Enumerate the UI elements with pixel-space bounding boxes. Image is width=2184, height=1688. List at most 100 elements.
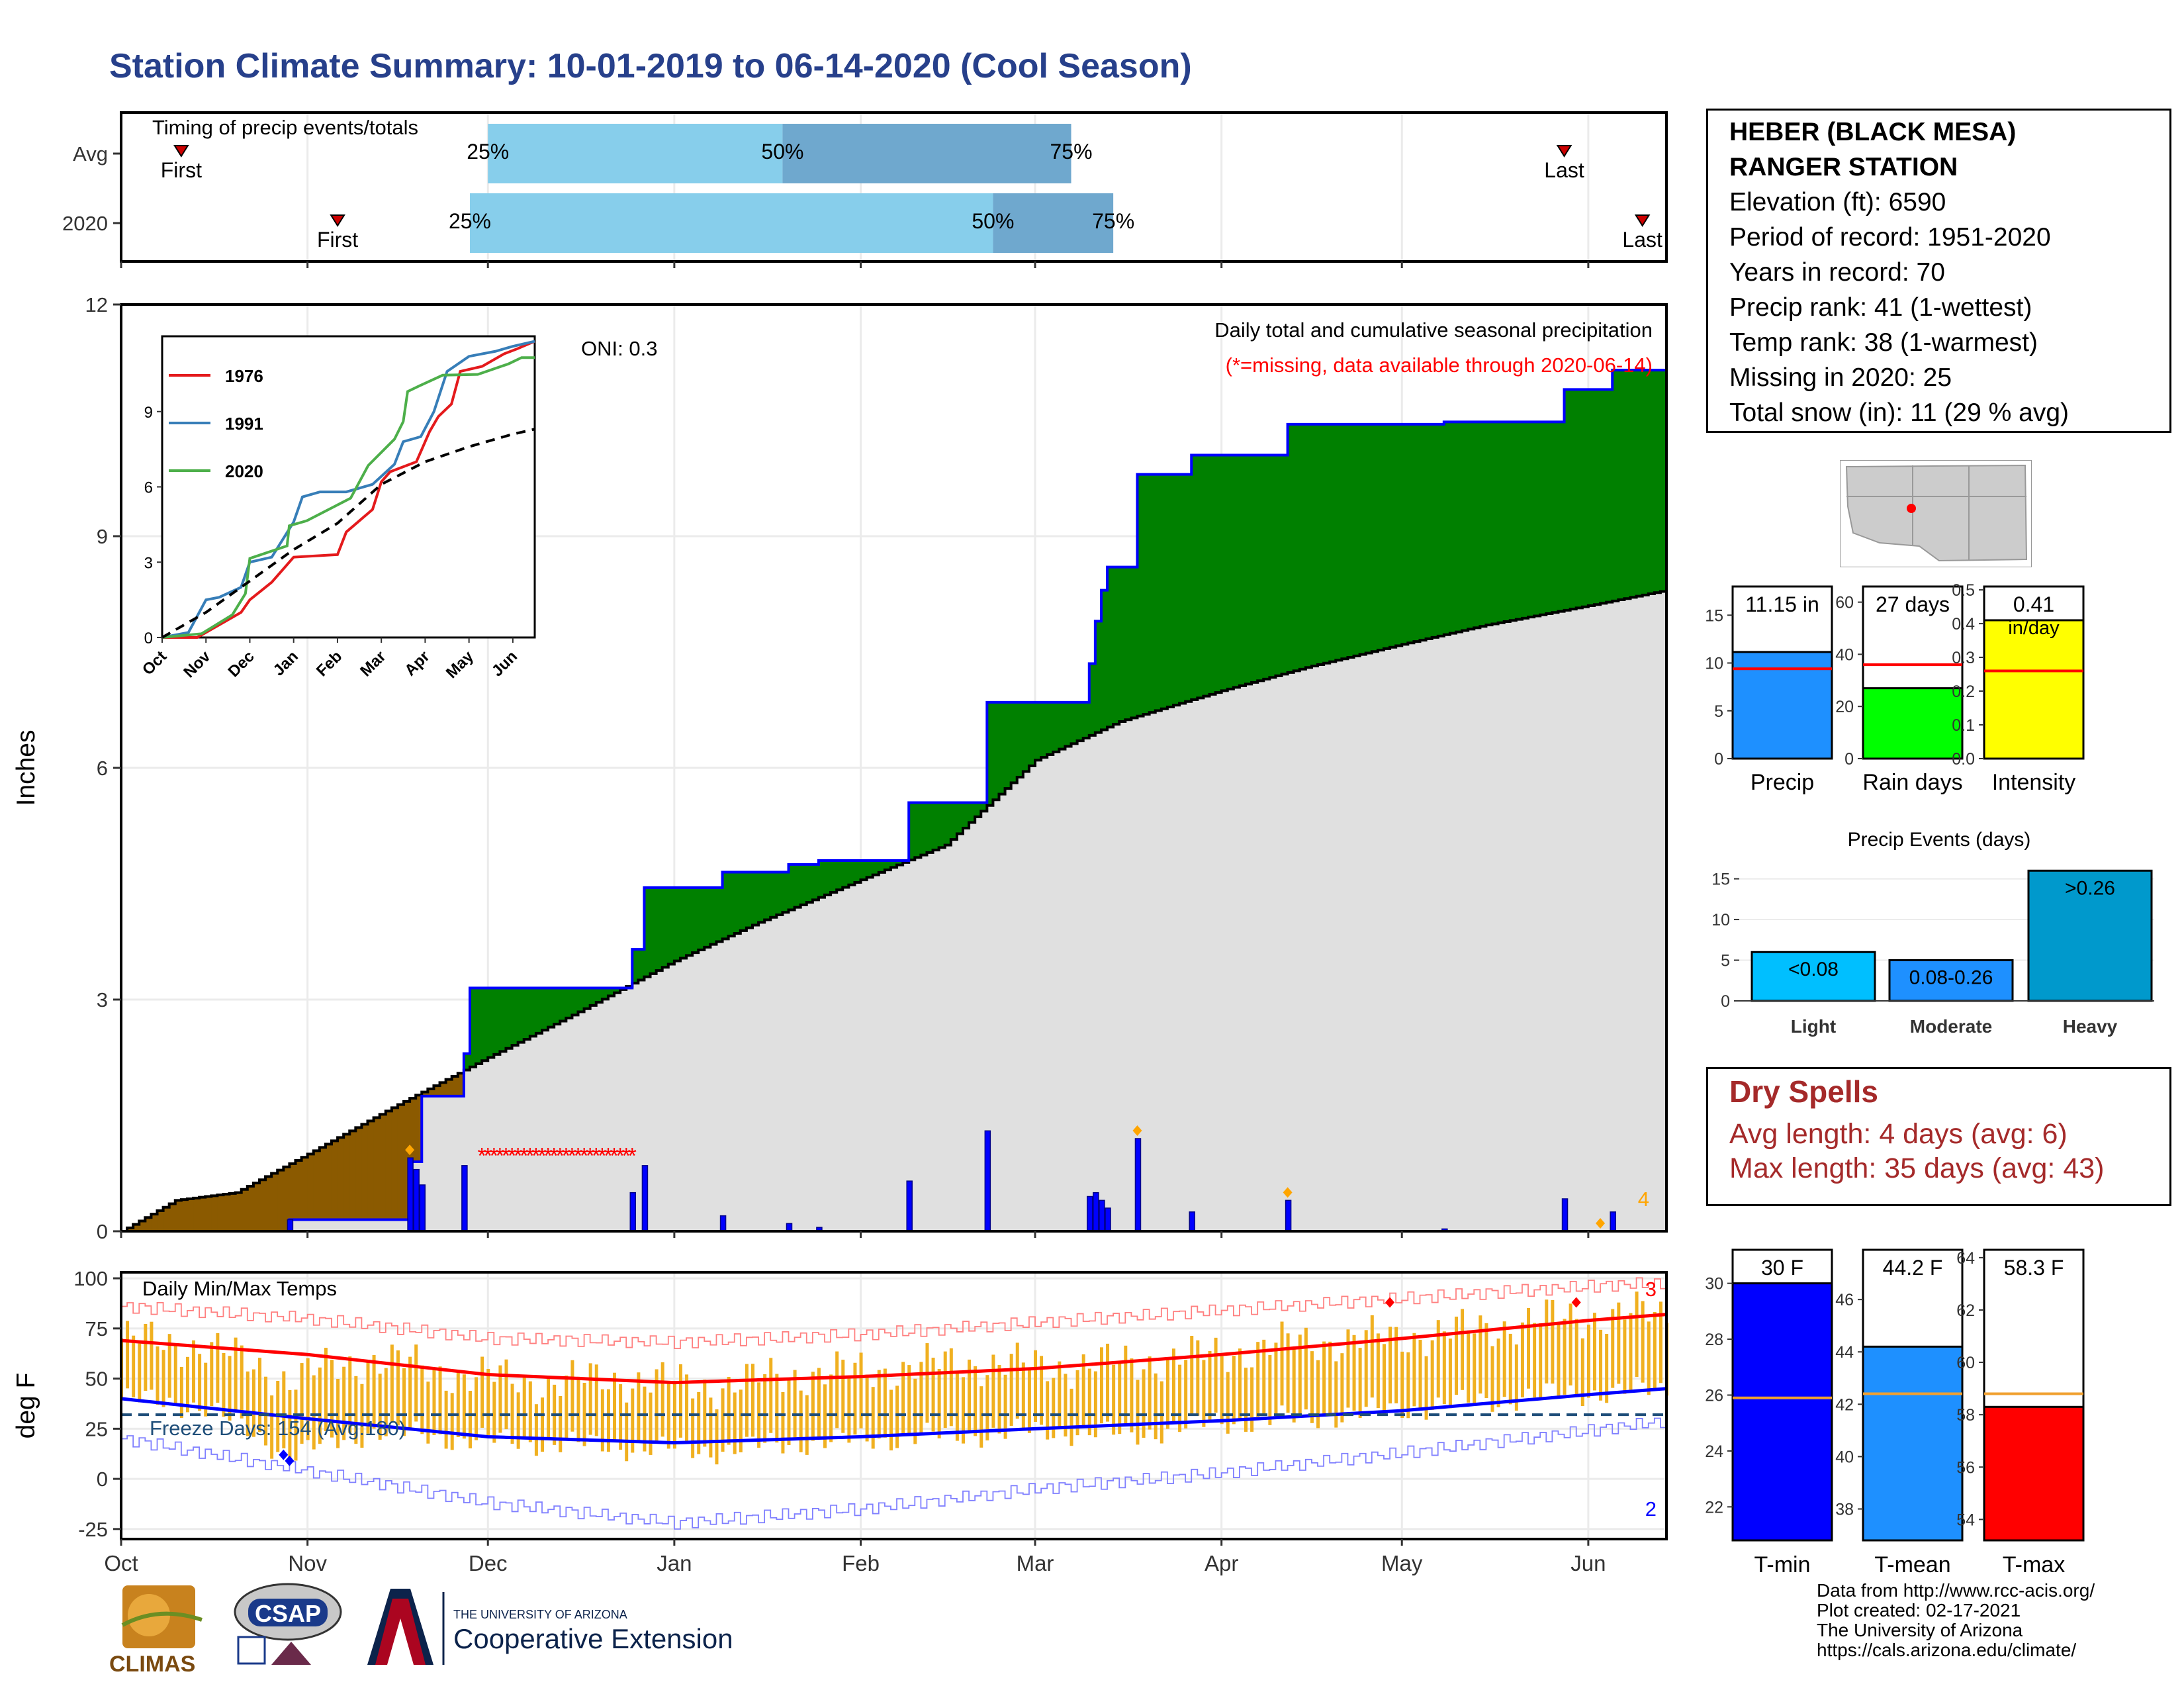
surplus-area	[1480, 422, 1487, 627]
temp-x-tick-label: Feb	[842, 1551, 880, 1575]
surplus-area	[541, 988, 549, 1031]
surplus-area	[1251, 455, 1258, 682]
daily-temp-bar	[1599, 1329, 1603, 1401]
summary-y-tick-label: 30	[1705, 1275, 1723, 1293]
deficit-area	[193, 1197, 200, 1231]
daily-temp-bar	[1304, 1327, 1308, 1410]
surplus-area	[1449, 422, 1457, 633]
record-low-mark-1	[285, 1455, 295, 1466]
daily-temp-bar	[1268, 1355, 1272, 1425]
deficit-area	[187, 1199, 194, 1231]
daily-temp-bar	[799, 1390, 803, 1452]
daily-temp-bar	[1202, 1360, 1206, 1427]
temp-bg	[121, 1272, 1666, 1539]
deficit-area	[373, 1117, 381, 1220]
deficit-area	[313, 1150, 320, 1220]
surplus-area	[535, 988, 543, 1033]
daily-temp-bar	[270, 1395, 274, 1459]
snow-mark-1	[1132, 1125, 1142, 1136]
missing-marker: *	[622, 1143, 631, 1168]
daily-temp-bar	[126, 1321, 130, 1389]
daily-temp-bar	[1069, 1388, 1073, 1446]
surplus-area	[1077, 702, 1084, 741]
surplus-area	[692, 887, 699, 953]
temp-y-axis-label: deg F	[12, 1373, 40, 1439]
surplus-area	[831, 861, 837, 893]
daily-temp-bar	[1557, 1322, 1561, 1397]
summary-name-T-max: T-max	[2003, 1552, 2065, 1577]
surplus-area	[1648, 370, 1655, 594]
timing-last-marker	[1634, 214, 1651, 227]
deficit-area	[253, 1183, 260, 1231]
missing-marker: *	[508, 1143, 516, 1168]
surplus-area	[950, 802, 958, 840]
daily-temp-bar	[835, 1351, 839, 1429]
daily-precip-bar-21	[1610, 1211, 1616, 1232]
location-map	[1840, 460, 2032, 567]
surplus-area	[848, 861, 856, 885]
record-high-mark-1	[1571, 1297, 1581, 1308]
daily-precip-bar-17	[1189, 1211, 1195, 1232]
surplus-area	[614, 988, 621, 993]
surplus-area	[482, 988, 488, 1061]
daily-temp-bar	[1647, 1321, 1651, 1395]
deficit-area	[139, 1221, 146, 1231]
surplus-area	[1582, 389, 1589, 607]
daily-temp-bar	[1473, 1333, 1477, 1405]
surplus-area	[1053, 702, 1060, 752]
daily-precip-bar-13	[1093, 1192, 1099, 1232]
missing-marker: *	[478, 1143, 486, 1168]
daily-precip-bar-7	[719, 1215, 727, 1232]
surplus-area	[1432, 424, 1439, 637]
missing-marker: *	[574, 1143, 582, 1168]
surplus-area	[1390, 424, 1396, 647]
surplus-area	[1131, 567, 1138, 718]
daily-temp-bar	[1171, 1348, 1175, 1423]
daily-temp-bar	[1358, 1348, 1362, 1418]
event-bar-label-Moderate: 0.08-0.26	[1909, 967, 1993, 989]
daily-temp-bar	[1286, 1333, 1290, 1413]
daily-temp-bar	[955, 1372, 959, 1441]
event-category-Moderate: Moderate	[1910, 1016, 1992, 1037]
surplus-area	[1311, 424, 1318, 667]
surplus-area	[975, 802, 981, 817]
surplus-area	[500, 988, 507, 1052]
daily-temp-bar	[811, 1372, 815, 1441]
daily-temp-bar	[1118, 1362, 1122, 1434]
temp-x-tick-label: May	[1381, 1551, 1423, 1575]
deficit-area	[391, 1107, 398, 1220]
surplus-area	[710, 887, 717, 945]
surplus-area	[1426, 424, 1433, 639]
inset-series-1991	[161, 340, 535, 639]
daily-temp-bar	[817, 1368, 821, 1438]
station-name-line1: HEBER (BLACK MESA)	[1729, 118, 2017, 146]
deficit-area	[439, 1082, 447, 1096]
timing-p75-label: 75%	[1092, 209, 1134, 233]
surplus-area	[938, 802, 946, 848]
daily-temp-bar	[1208, 1350, 1212, 1421]
surplus-area	[1155, 474, 1162, 711]
daily-temp-bar	[1274, 1342, 1278, 1419]
surplus-area	[1606, 389, 1613, 602]
daily-temp-bar	[625, 1402, 629, 1462]
summary-y-tick-label: 0.2	[1952, 682, 1975, 701]
deficit-area	[223, 1194, 230, 1231]
surplus-area	[1330, 424, 1336, 662]
daily-temp-bar	[1448, 1338, 1452, 1409]
daily-temp-bar	[853, 1362, 857, 1435]
daily-temp-bar	[1461, 1309, 1465, 1390]
surplus-area	[1353, 424, 1361, 656]
deficit-area	[397, 1104, 404, 1220]
surplus-area	[1191, 455, 1198, 700]
daily-temp-bar	[1262, 1339, 1266, 1416]
surplus-area	[1594, 389, 1601, 605]
surplus-area	[806, 864, 813, 903]
daily-precip-bar-1	[407, 1157, 414, 1232]
surplus-area	[1011, 702, 1018, 783]
deficit-area	[338, 1137, 344, 1220]
surplus-area	[884, 861, 891, 870]
event-bar-Heavy	[2027, 869, 2153, 1002]
dry-spells-title: Dry Spells	[1729, 1074, 1878, 1109]
csap-cloud-logo: CSAP	[234, 1583, 342, 1665]
surplus-area	[734, 872, 741, 933]
